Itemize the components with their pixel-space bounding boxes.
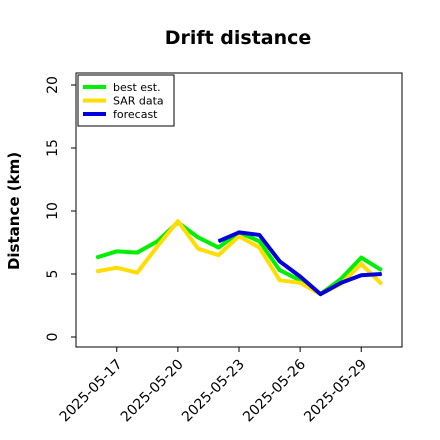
data-point-sar-data: [197, 248, 199, 250]
data-point-sar-data: [116, 267, 118, 269]
data-point-best-est: [299, 279, 301, 281]
data-point-sar-data: [258, 246, 260, 249]
data-point-forecast: [299, 275, 301, 278]
data-point-best-est: [279, 269, 281, 271]
y-tick-label: 0: [45, 333, 61, 342]
data-point-best-est: [116, 250, 118, 252]
data-point-forecast: [319, 293, 322, 295]
data-point-best-est: [258, 240, 260, 242]
data-point-sar-data: [218, 254, 220, 256]
data-point-sar-data: [156, 245, 159, 247]
chart-title: Drift distance: [165, 27, 312, 49]
y-axis-label: Distance (km): [5, 152, 23, 270]
y-tick-label: 5: [45, 270, 61, 279]
data-point-sar-data: [238, 235, 240, 237]
data-point-forecast: [218, 240, 220, 242]
data-point-best-est: [95, 257, 97, 259]
data-point-forecast: [381, 273, 383, 275]
data-point-best-est: [340, 278, 342, 280]
data-point-sar-data: [381, 283, 383, 285]
plot-series-group: [95, 219, 384, 297]
data-point-sar-data: [95, 270, 97, 273]
data-point-best-est: [218, 246, 220, 249]
y-tick-label: 15: [45, 139, 61, 157]
data-point-forecast: [238, 231, 240, 234]
data-point-sar-data: [177, 220, 179, 222]
data-point-best-est: [197, 236, 199, 239]
y-axis: 0 5 10 15 20: [45, 76, 76, 341]
data-point-best-est: [156, 240, 159, 242]
legend-label-best-est: best est.: [113, 81, 161, 94]
data-point-sar-data: [279, 279, 281, 281]
y-tick-label: 10: [45, 202, 61, 220]
data-point-sar-data: [136, 272, 138, 274]
data-point-sar-data: [360, 263, 362, 265]
data-point-forecast: [360, 274, 362, 276]
y-tick-label: 20: [45, 76, 61, 94]
data-point-best-est: [136, 251, 138, 254]
data-point-best-est: [381, 269, 383, 271]
data-point-forecast: [340, 282, 342, 284]
data-point-sar-data: [299, 282, 301, 284]
data-point-forecast: [258, 234, 260, 236]
legend-label-forecast: forecast: [113, 108, 158, 121]
data-point-forecast: [279, 260, 281, 262]
data-point-best-est: [360, 257, 362, 259]
legend-label-sar-data: SAR data: [113, 95, 164, 108]
